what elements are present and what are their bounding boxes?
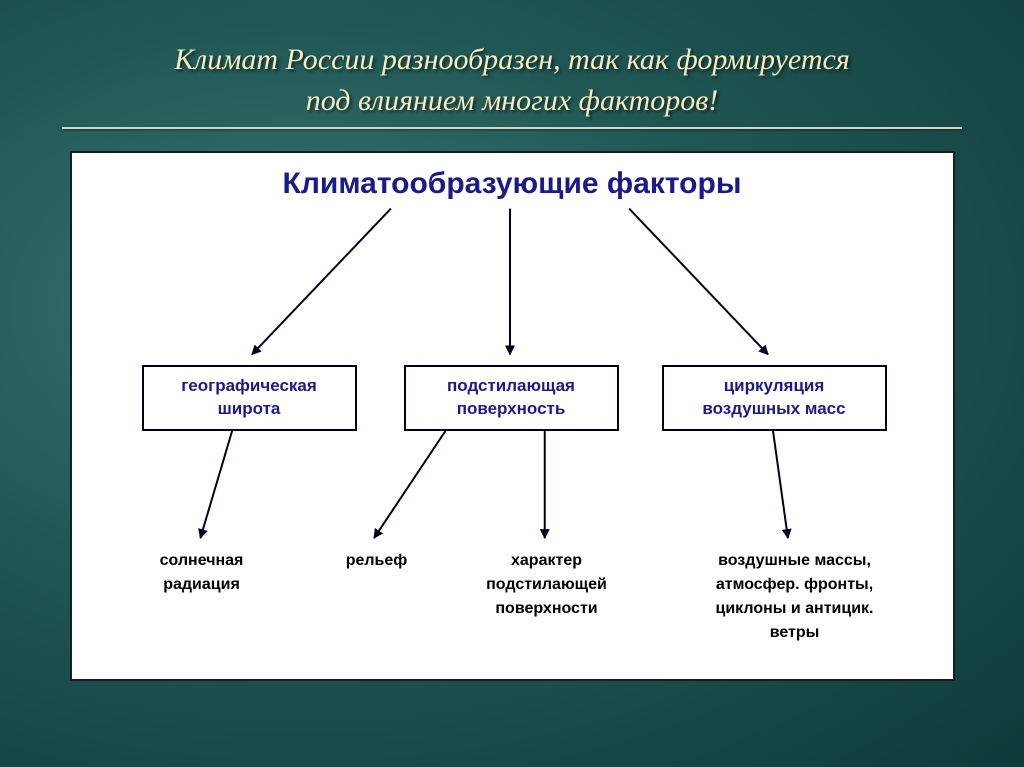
arrow-3 — [200, 431, 232, 538]
factor-box-b2: подстилающаяповерхность — [404, 365, 619, 431]
title-line-1: Климат России разнообразен, так как форм… — [60, 40, 964, 81]
slide-title: Климат России разнообразен, так как форм… — [0, 0, 1024, 127]
diagram-heading: Климатообразующие факторы — [72, 167, 953, 201]
arrow-4 — [374, 431, 445, 538]
leaf-l1: солнечнаярадиация — [127, 549, 277, 597]
factor-box-b3: циркуляциявоздушных масс — [662, 365, 887, 431]
arrow-0 — [251, 209, 390, 355]
leaf-l3: характерподстилающейповерхности — [452, 549, 642, 621]
leaf-l4: воздушные массы,атмосфер. фронты,циклоны… — [680, 549, 910, 645]
factor-box-b1: географическаяширота — [142, 365, 357, 431]
arrow-2 — [629, 209, 768, 355]
arrow-6 — [773, 431, 788, 538]
title-underline — [62, 127, 962, 129]
title-line-2: под влиянием многих факторов! — [60, 81, 964, 122]
leaf-l2: рельеф — [317, 549, 437, 573]
diagram-frame: Климатообразующие факторы географическая… — [70, 151, 955, 681]
